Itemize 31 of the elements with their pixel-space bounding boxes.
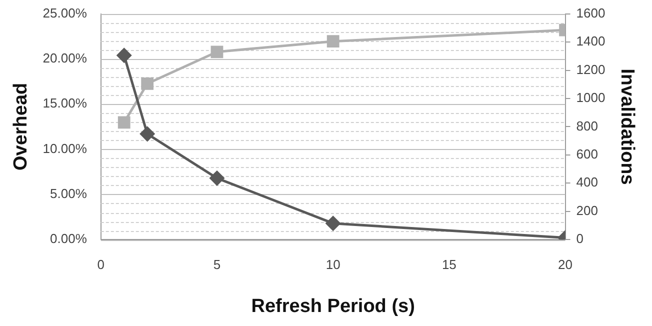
- x-tick-label: 5: [213, 256, 221, 272]
- y2-tick-label: 1400: [576, 34, 606, 49]
- point: [141, 77, 154, 90]
- y-tick-label: 15.00%: [42, 96, 88, 111]
- y-tick-label: 20.00%: [42, 50, 88, 66]
- y2-tick-label: 200: [576, 202, 598, 218]
- y2-axis-title: Invalidations: [616, 68, 638, 185]
- y2-tick-label: 0: [576, 231, 584, 246]
- y-axis-title: Overhead: [10, 82, 32, 171]
- x-tick-label: 10: [326, 256, 340, 272]
- x-axis-title: Refresh Period (s): [251, 296, 415, 317]
- y-tick-label: 10.00%: [42, 140, 88, 156]
- y2-tick-label: 1200: [576, 62, 606, 77]
- x-tick-label: 20: [558, 256, 573, 272]
- point: [326, 216, 340, 231]
- point: [118, 116, 130, 129]
- point: [326, 35, 340, 48]
- point: [140, 126, 155, 142]
- x-tick-label: 0: [97, 256, 105, 272]
- y2-tick-label: 1000: [576, 90, 606, 106]
- point: [116, 48, 132, 63]
- y2-tick-label: 800: [576, 118, 598, 134]
- y2-tick-label: 600: [576, 146, 598, 162]
- point: [210, 46, 224, 58]
- x-tick-label: 15: [442, 256, 456, 272]
- y2-tick-label: 1600: [576, 5, 606, 20]
- point: [210, 170, 224, 186]
- y2-tick-label: 400: [576, 174, 598, 190]
- y-tick-label: 5.00%: [50, 186, 88, 202]
- y-tick-label: 25.00%: [42, 5, 88, 20]
- y-tick-label: 0.00%: [50, 231, 88, 246]
